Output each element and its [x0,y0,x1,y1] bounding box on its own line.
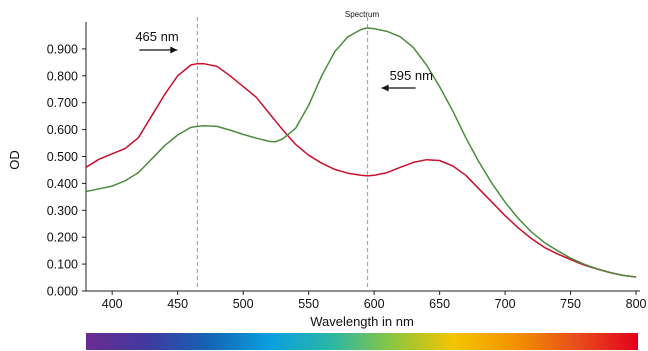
visible-spectrum-colorbar [86,333,638,350]
y-tick-label: 0.700 [47,96,78,110]
annotation-465nm-label: 465 nm [135,29,178,44]
annotation-arrow-head [381,84,389,92]
annotation-arrow-head [170,46,178,54]
y-tick-label: 0.400 [47,177,78,191]
y-tick-label: 0.000 [47,285,78,299]
y-tick-label: 0.900 [47,42,78,56]
y-tick-label: 0.500 [47,150,78,164]
annotation-595nm-label: 595 nm [390,68,433,83]
x-tick-label: 700 [495,297,516,311]
series-line-1 [85,62,637,278]
x-tick-label: 800 [626,297,647,311]
x-tick-label: 750 [560,297,581,311]
y-tick-label: 0.600 [47,123,78,137]
x-tick-label: 650 [429,297,450,311]
spectrum-chart: 0.000 0.100 0.200 0.300 0.400 0.500 0.600 0.700… [7,10,647,329]
plot-area: 0.000 0.100 0.200 0.300 0.400 0.500 0.600 0.700… [47,17,647,311]
series-line-2 [85,27,637,278]
x-tick-label: 400 [102,297,123,311]
x-tick-label: 500 [233,297,254,311]
chart-title: Spectrum [345,10,380,19]
x-axis-label: Wavelength in nm [310,314,414,329]
x-tick-label: 450 [167,297,188,311]
y-tick-label: 0.200 [47,231,78,245]
y-tick-label: 0.100 [47,258,78,272]
y-axis-label: OD [7,150,22,170]
x-tick-label: 550 [298,297,319,311]
y-tick-label: 0.300 [47,204,78,218]
y-tick-label: 0.800 [47,69,78,83]
x-tick-label: 600 [364,297,385,311]
